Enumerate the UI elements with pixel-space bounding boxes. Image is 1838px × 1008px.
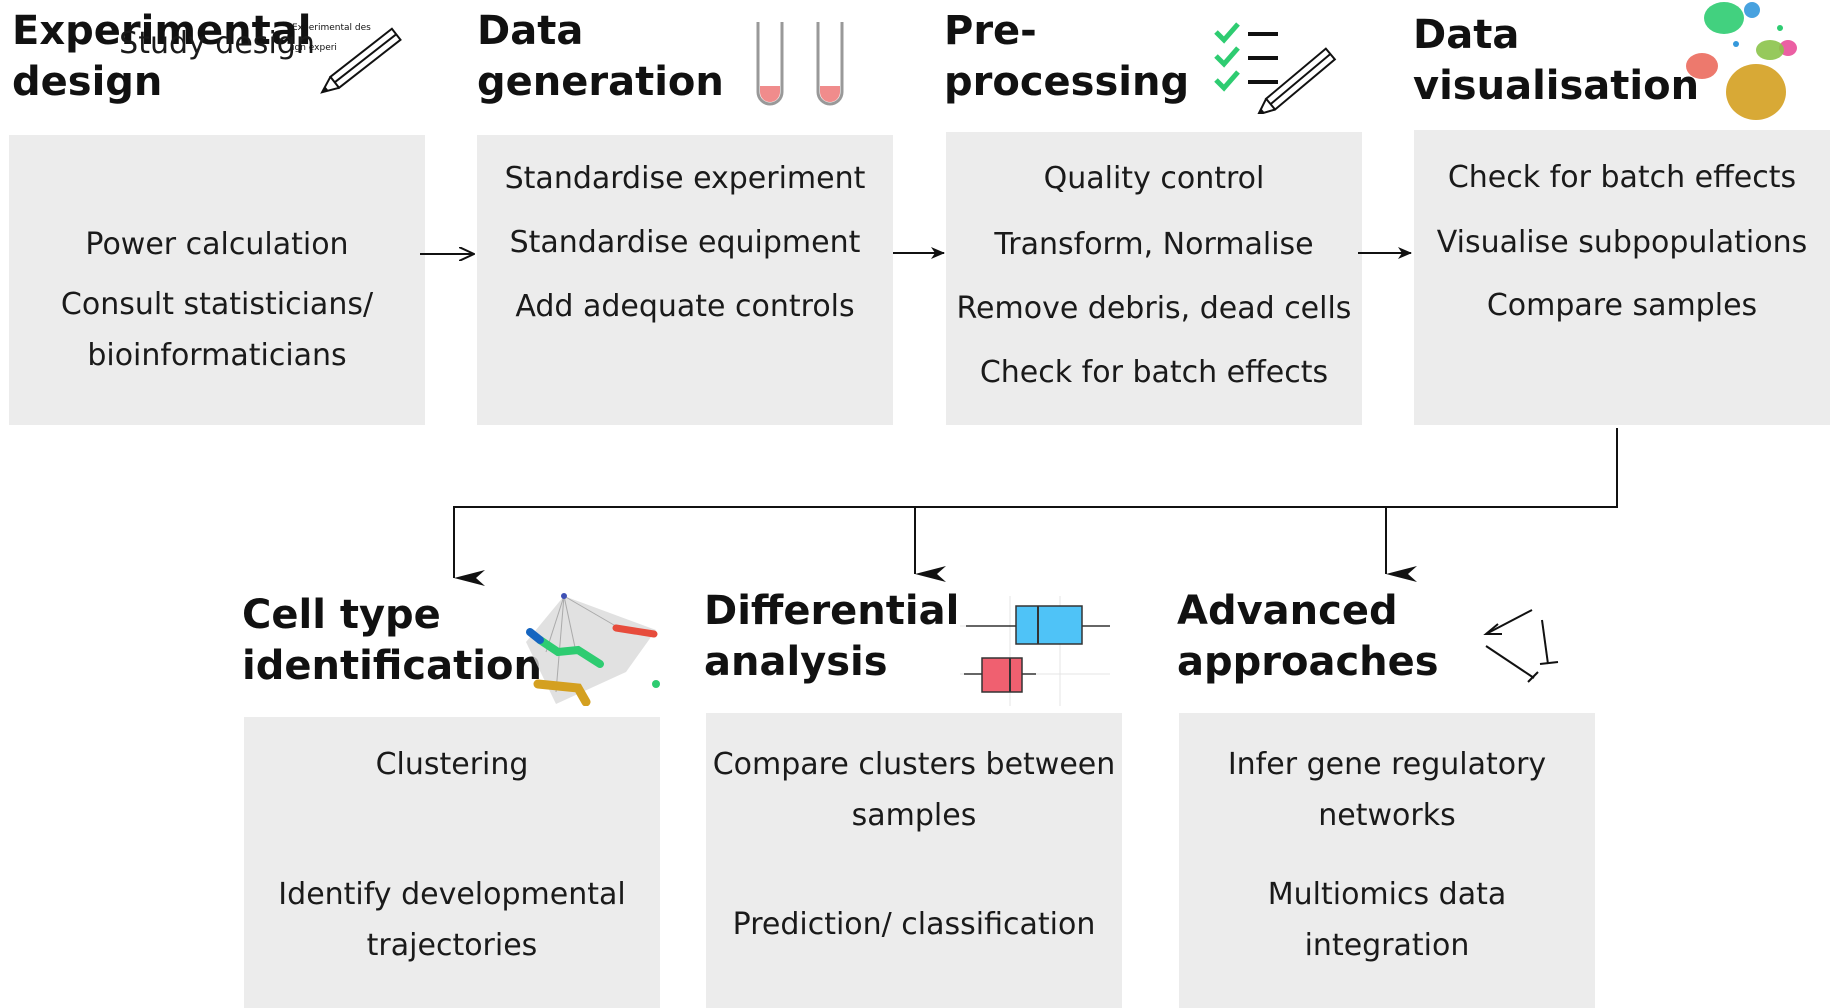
stage-title-experimental-design: Experimental design (12, 8, 312, 105)
stage-title-data-generation: Data generation (477, 8, 724, 105)
test-tubes-icon (756, 22, 844, 106)
stage-item: Check for batch effects (1447, 160, 1797, 195)
stage-title-advanced-approaches: Advanced approaches (1177, 588, 1439, 685)
stage-box-experimental-design: Study design Power calculation Consult s… (9, 26, 425, 425)
stage-title-cell-type-identification: Cell type identification (242, 592, 542, 689)
stage-item: Compare samples (1486, 288, 1758, 323)
stage-item: Study design (119, 26, 315, 61)
stage-box-data-generation: Standardise experiment Standardise equip… (477, 135, 893, 425)
stage-item: Check for batch effects (979, 355, 1329, 390)
stage-box-data-visualisation: Check for batch effects Visualise subpop… (1414, 130, 1830, 425)
stage-item: Infer gene regulatory networks (1227, 747, 1547, 833)
stage-title-pre-processing: Pre- processing (944, 8, 1190, 105)
boxplot-icon (960, 596, 1110, 706)
stage-item: Clustering (375, 747, 529, 782)
stage-item: Visualise subpopulations (1436, 225, 1808, 260)
stage-item: Consult statisticians/ bioinformaticians (60, 287, 374, 373)
notepad-text-line2: ign experi (292, 43, 337, 53)
tube-liquid (760, 86, 780, 102)
network-graph-icon (526, 593, 660, 706)
stage-item: Remove debris, dead cells (956, 291, 1352, 326)
regulatory-network-icon (1483, 609, 1559, 683)
stage-item: Compare clusters between samples (712, 747, 1116, 833)
stage-item: Multiomics data integration (1267, 877, 1507, 963)
stage-box-differential-analysis: Compare clusters between samples Predict… (706, 713, 1122, 1008)
stage-title-differential-analysis: Differential analysis (704, 588, 960, 685)
stage-box-cell-type-identification: Clustering Identify developmental trajec… (244, 717, 660, 1008)
stage-item: Identify developmental trajectories (278, 877, 626, 963)
tube-liquid (820, 86, 840, 102)
umap-scatter-icon (1686, 2, 1797, 120)
branch-connector (453, 428, 1618, 512)
stage-item: Standardise experiment (504, 161, 866, 196)
stage-title-data-visualisation: Data visualisation (1413, 12, 1700, 109)
pencil-notepad-icon: Experimental des ign experi (292, 23, 402, 94)
stage-item: Standardise equipment (509, 225, 861, 260)
notepad-text-line1: Experimental des (292, 23, 371, 33)
stage-box-advanced-approaches: Infer gene regulatory networks Multiomic… (1179, 713, 1595, 1008)
stage-item: Power calculation (85, 227, 349, 262)
checklist-icon (1214, 22, 1337, 114)
stage-item: Add adequate controls (515, 289, 855, 324)
stage-item: Quality control (1043, 161, 1265, 196)
stage-item: Prediction/ classification (732, 907, 1096, 942)
stage-item: Transform, Normalise (994, 227, 1314, 262)
stage-box-pre-processing: Quality control Transform, Normalise Rem… (946, 132, 1362, 425)
